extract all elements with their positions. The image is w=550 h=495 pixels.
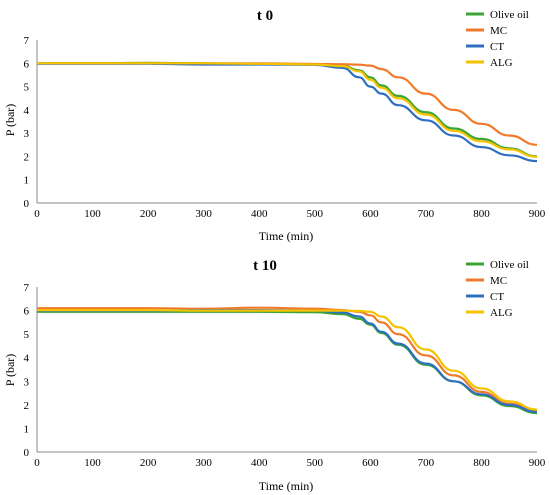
y-tick-label: 2	[24, 400, 30, 412]
y-tick-label: 6	[24, 306, 30, 318]
x-tick-label: 200	[140, 457, 157, 469]
chart-title: t 0	[257, 8, 273, 24]
x-tick-label: 800	[473, 457, 490, 469]
y-axis-label: P (bar)	[3, 104, 17, 137]
y-tick-label: 5	[24, 329, 30, 341]
x-axis-label: Time (min)	[259, 479, 314, 493]
legend-label: Olive oil	[490, 259, 529, 271]
legend-label: CT	[490, 291, 504, 303]
y-tick-label: 2	[24, 151, 30, 163]
x-tick-label: 400	[251, 457, 268, 469]
series-lines	[36, 306, 538, 415]
series-line-alg	[37, 309, 538, 411]
x-tick-label: 700	[418, 208, 435, 220]
y-axis-label: P (bar)	[3, 354, 17, 387]
x-tick-label: 600	[362, 457, 379, 469]
x-tick-label: 300	[195, 457, 212, 469]
x-tick-label: 100	[84, 208, 101, 220]
y-tick-label: 5	[24, 82, 30, 94]
x-tick-label: 900	[529, 208, 546, 220]
x-axis-label: Time (min)	[259, 229, 314, 243]
x-tick-label: 800	[473, 208, 490, 220]
chart-t10: t 10 Time (min) P (bar) 0 100 200 300 400 500…	[3, 258, 546, 493]
legend-label: MC	[490, 275, 507, 287]
y-tick-label: 0	[24, 198, 30, 210]
x-tick-label: 900	[529, 457, 546, 469]
legend-label: CT	[490, 41, 504, 53]
x-tick-label: 0	[34, 208, 40, 220]
legend-label: ALG	[490, 307, 513, 319]
x-tick-label: 200	[140, 208, 157, 220]
series-line-olive-oil	[37, 61, 538, 158]
legend-label: Olive oil	[490, 9, 529, 21]
chart-title: t 10	[253, 258, 277, 274]
y-tick-label: 4	[24, 353, 30, 365]
x-tick-label: 500	[307, 457, 324, 469]
series-line-olive-oil	[36, 310, 538, 415]
x-tick-label: 700	[418, 457, 435, 469]
legend: Olive oil MC CT ALG	[466, 9, 529, 69]
y-tick-label: 7	[24, 35, 30, 47]
series-line-alg	[37, 62, 538, 158]
y-tick-label: 3	[24, 376, 30, 388]
y-tick-label: 1	[24, 423, 30, 435]
y-tick-label: 0	[24, 447, 30, 459]
x-tick-label: 400	[251, 208, 268, 220]
legend-label: MC	[490, 25, 507, 37]
x-tick-label: 0	[34, 457, 40, 469]
y-tick-label: 7	[24, 282, 30, 294]
y-tick-label: 3	[24, 128, 30, 140]
y-tick-label: 4	[24, 105, 30, 117]
chart-t0: t 0 Time (min) P (bar) 0 100 200 300 400 500 6…	[3, 8, 546, 243]
series-lines	[36, 61, 538, 163]
series-line-mc	[37, 306, 538, 412]
x-tick-label: 100	[84, 457, 101, 469]
y-tick-label: 1	[24, 175, 30, 187]
x-tick-label: 500	[307, 208, 324, 220]
x-tick-label: 300	[195, 208, 212, 220]
y-tick-label: 6	[24, 58, 30, 70]
axes: 0 100 200 300 400 500 600 700 800 900 0 1 2 3 4 5 6 7	[24, 35, 546, 220]
axes: 0 100 200 300 400 500 600 700 800 900 0 1 2 3 4 5 6 7	[24, 282, 546, 469]
legend: Olive oil MC CT ALG	[466, 259, 529, 319]
x-tick-label: 600	[362, 208, 379, 220]
legend-label: ALG	[490, 57, 513, 69]
series-line-ct	[36, 309, 538, 413]
